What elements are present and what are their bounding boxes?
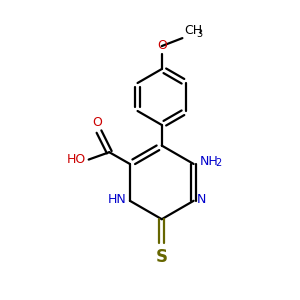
Text: 2: 2 [215,158,221,168]
Text: NH: NH [200,154,218,167]
Text: S: S [156,248,168,266]
Text: O: O [157,39,167,52]
Text: 3: 3 [196,29,203,39]
Text: HO: HO [67,153,86,166]
Text: O: O [93,116,103,129]
Text: CH: CH [184,24,202,37]
Text: N: N [197,193,207,206]
Text: HN: HN [108,193,126,206]
